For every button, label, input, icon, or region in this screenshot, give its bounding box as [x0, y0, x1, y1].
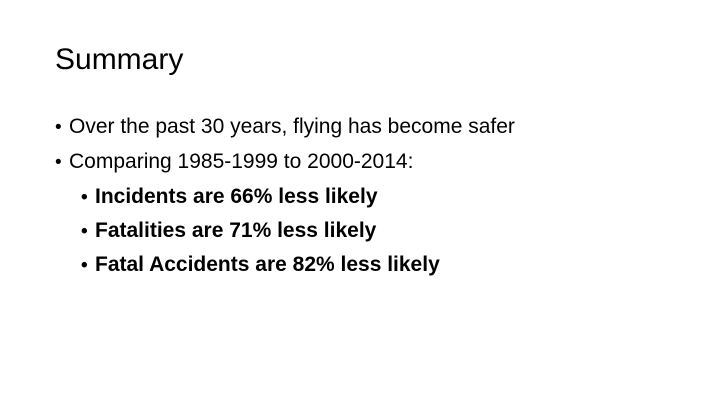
sub-bullet-text: Fatal Accidents are 82% less likely [95, 253, 440, 276]
bullet-item: • Over the past 30 years, flying has bec… [55, 110, 515, 145]
sub-bullet-item: • Fatalities are 71% less likely [81, 214, 515, 248]
bullet-list: • Over the past 30 years, flying has bec… [55, 110, 515, 282]
sub-bullet-item: • Fatal Accidents are 82% less likely [81, 248, 515, 282]
bullet-icon: • [81, 187, 88, 208]
bullet-item: • Comparing 1985-1999 to 2000-2014: [55, 145, 515, 180]
sub-bullet-item: • Incidents are 66% less likely [81, 180, 515, 214]
slide-title: Summary [55, 43, 184, 76]
bullet-group: • Comparing 1985-1999 to 2000-2014: • In… [55, 145, 515, 282]
sub-bullet-list: • Incidents are 66% less likely • Fatali… [55, 180, 515, 282]
bullet-text: Comparing 1985-1999 to 2000-2014: [69, 150, 414, 173]
bullet-icon: • [55, 152, 62, 173]
bullet-icon: • [81, 221, 88, 242]
sub-bullet-text: Fatalities are 71% less likely [95, 219, 377, 242]
sub-bullet-text: Incidents are 66% less likely [95, 185, 378, 208]
bullet-icon: • [81, 255, 88, 276]
bullet-text: Over the past 30 years, flying has becom… [69, 115, 515, 138]
bullet-icon: • [55, 117, 62, 138]
